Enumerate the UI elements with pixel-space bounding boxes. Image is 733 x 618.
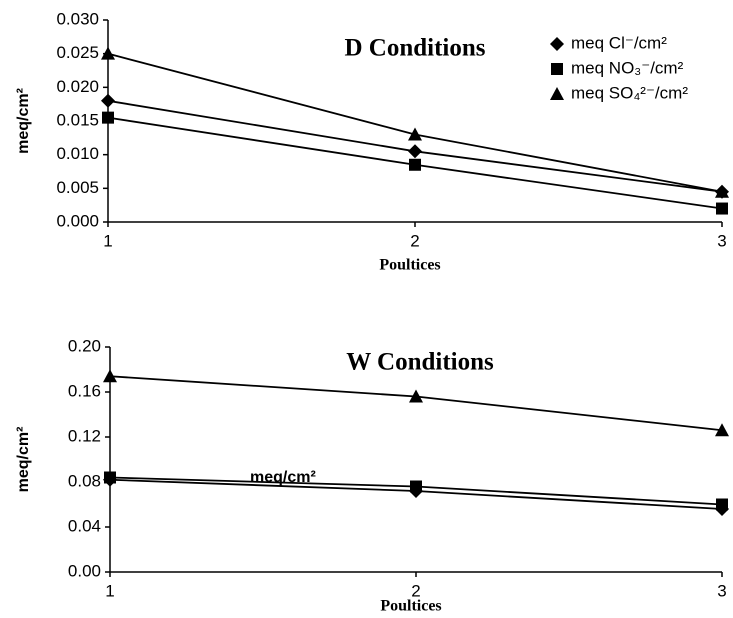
legend-label: meq NO₃⁻/cm² (571, 58, 684, 77)
x-axis-label: Poultices (379, 257, 440, 274)
x-tick-label: 3 (717, 581, 726, 600)
legend-label: meq SO₄²⁻/cm² (571, 83, 688, 102)
y-axis-label: meq/cm² (15, 427, 32, 493)
y-tick-label: 0.04 (68, 516, 101, 535)
y-tick-label: 0.020 (56, 77, 99, 96)
marker (101, 46, 115, 60)
x-tick-label: 1 (103, 231, 112, 250)
y-tick-label: 0.015 (56, 110, 99, 129)
y-tick-label: 0.010 (56, 144, 99, 163)
y-tick-label: 0.08 (68, 471, 101, 490)
marker (410, 480, 422, 493)
y-tick-label: 0.16 (68, 381, 101, 400)
marker (103, 369, 117, 383)
y-tick-label: 0.030 (56, 9, 99, 28)
marker (716, 202, 728, 215)
marker (715, 423, 729, 437)
marker (408, 144, 422, 159)
legend-marker (550, 37, 564, 51)
chart-title: D Conditions (344, 35, 485, 62)
y-tick-label: 0.025 (56, 43, 99, 62)
marker (408, 127, 422, 141)
y-tick-label: 0.00 (68, 561, 101, 580)
x-tick-label: 2 (410, 231, 419, 250)
x-tick-label: 2 (411, 581, 420, 600)
marker (715, 184, 729, 198)
marker (104, 471, 116, 484)
y-tick-label: 0.20 (68, 336, 101, 355)
x-axis-label: Poultices (380, 598, 441, 615)
marker (716, 498, 728, 511)
marker (409, 389, 423, 403)
y-tick-label: 0.000 (56, 211, 99, 230)
y-tick-label: 0.12 (68, 426, 101, 445)
chart-title: W Conditions (346, 349, 494, 376)
legend-marker (550, 87, 564, 100)
marker (101, 93, 115, 108)
series-line (109, 375, 723, 432)
y-axis-label: meq/cm² (15, 88, 32, 154)
x-tick-label: 1 (105, 581, 114, 600)
legend-marker (551, 63, 563, 75)
y-tick-label: 0.005 (56, 178, 99, 197)
legend-label: meq Cl⁻/cm² (571, 33, 667, 52)
x-tick-label: 3 (717, 231, 726, 250)
marker (409, 158, 421, 171)
marker (102, 111, 114, 124)
